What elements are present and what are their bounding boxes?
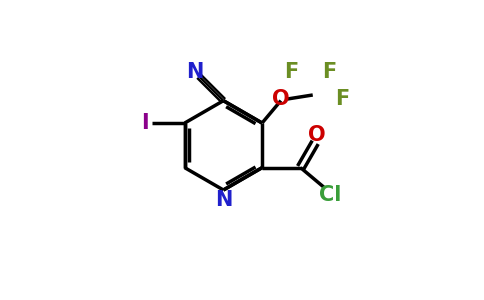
Text: N: N [215, 190, 232, 210]
Text: O: O [272, 89, 290, 109]
Text: F: F [322, 62, 337, 82]
Text: F: F [335, 89, 349, 109]
Text: O: O [308, 124, 326, 145]
Text: I: I [141, 113, 149, 133]
Text: F: F [284, 62, 298, 82]
Text: N: N [186, 62, 203, 82]
Text: Cl: Cl [319, 185, 342, 205]
